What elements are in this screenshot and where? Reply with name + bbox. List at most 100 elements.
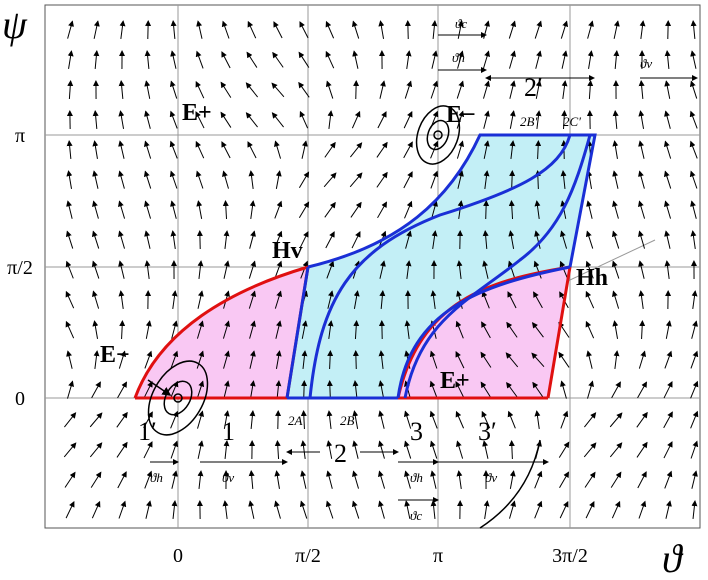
field-arrow — [506, 321, 518, 338]
field-arrow — [664, 110, 671, 129]
field-arrow — [612, 140, 619, 159]
field-arrow — [691, 500, 698, 520]
field-arrow — [351, 500, 360, 519]
field-arrow — [560, 410, 569, 429]
field-arrow — [509, 470, 516, 489]
field-arrow — [64, 412, 77, 428]
field-arrow — [170, 20, 177, 40]
field-arrow — [429, 440, 438, 459]
field-arrow — [585, 230, 594, 249]
angle-label: ϑh — [410, 470, 423, 485]
field-arrow — [197, 440, 204, 459]
field-arrow — [117, 200, 126, 219]
field-arrow — [585, 260, 594, 279]
y-tick-label: π — [15, 125, 25, 147]
field-arrow — [377, 201, 387, 219]
field-arrow — [249, 320, 256, 339]
field-arrow — [456, 110, 465, 129]
field-arrow — [586, 200, 593, 219]
field-arrow — [379, 260, 386, 279]
field-arrow — [196, 20, 203, 39]
field-arrow — [558, 351, 570, 368]
field-arrow — [535, 50, 542, 69]
field-arrow — [482, 230, 489, 250]
field-arrow — [67, 20, 74, 39]
field-arrow — [145, 320, 152, 339]
field-arrow — [690, 200, 697, 219]
field-arrow — [325, 50, 335, 69]
field-arrow — [664, 350, 673, 369]
field-arrow — [63, 442, 77, 458]
field-arrow — [248, 290, 257, 309]
field-arrow — [613, 20, 620, 39]
field-arrow — [143, 441, 153, 459]
field-arrow — [93, 20, 100, 39]
field-arrow — [118, 500, 127, 519]
field-arrow — [560, 20, 569, 39]
field-arrow — [170, 380, 179, 399]
field-arrow — [197, 260, 204, 279]
field-arrow — [93, 50, 100, 70]
field-arrow — [301, 380, 308, 400]
field-arrow — [430, 170, 439, 189]
field-arrow — [405, 230, 412, 249]
field-arrow — [326, 470, 333, 489]
field-arrow — [509, 80, 516, 99]
field-arrow — [663, 441, 673, 459]
field-arrow — [690, 440, 699, 459]
field-arrow — [691, 320, 698, 339]
field-arrow — [90, 471, 102, 488]
field-arrow — [611, 230, 620, 249]
field-arrow — [509, 50, 516, 69]
field-arrow — [532, 381, 544, 398]
field-arrow — [323, 172, 337, 188]
field-arrow — [274, 200, 283, 219]
field-arrow — [325, 231, 335, 249]
field-arrow — [404, 200, 413, 219]
field-arrow — [534, 230, 541, 249]
field-arrow — [534, 500, 543, 519]
field-arrow — [689, 110, 698, 129]
field-arrow — [65, 320, 75, 339]
field-arrow — [245, 82, 259, 98]
field-arrow — [89, 442, 103, 458]
field-arrow — [220, 81, 232, 98]
marker-label: 2A — [288, 413, 303, 428]
field-arrow — [353, 290, 360, 309]
field-arrow — [638, 350, 647, 369]
field-arrow — [248, 260, 257, 279]
field-arrow — [480, 351, 492, 368]
field-arrow — [482, 260, 489, 279]
field-arrow — [378, 380, 385, 399]
field-arrow — [558, 441, 570, 458]
field-arrow — [223, 380, 230, 399]
field-arrow — [376, 141, 388, 158]
field-arrow — [638, 140, 645, 159]
field-arrow — [483, 500, 490, 519]
y-axis-label: ψ — [2, 2, 28, 47]
field-arrow — [195, 140, 205, 159]
field-arrow — [378, 350, 385, 369]
field-arrow — [638, 80, 645, 100]
angle-label: ϑc — [455, 16, 467, 31]
field-arrow — [663, 200, 672, 219]
point-label: E− — [446, 102, 476, 128]
field-arrow — [455, 410, 465, 429]
field-arrow — [274, 470, 281, 489]
field-arrow — [507, 291, 517, 309]
field-arrow — [298, 171, 310, 188]
field-arrow — [299, 231, 309, 249]
field-arrow — [118, 110, 125, 129]
field-arrow — [143, 140, 152, 159]
field-arrow — [118, 260, 125, 279]
field-arrow — [455, 381, 465, 399]
field-arrow — [430, 500, 437, 520]
field-arrow — [116, 411, 128, 428]
region-pink-left — [135, 267, 308, 398]
field-arrow — [638, 170, 645, 189]
field-arrow — [352, 350, 359, 370]
field-arrow — [91, 290, 100, 309]
field-arrow — [534, 20, 543, 39]
field-arrow — [274, 290, 283, 309]
field-arrow — [64, 471, 76, 488]
